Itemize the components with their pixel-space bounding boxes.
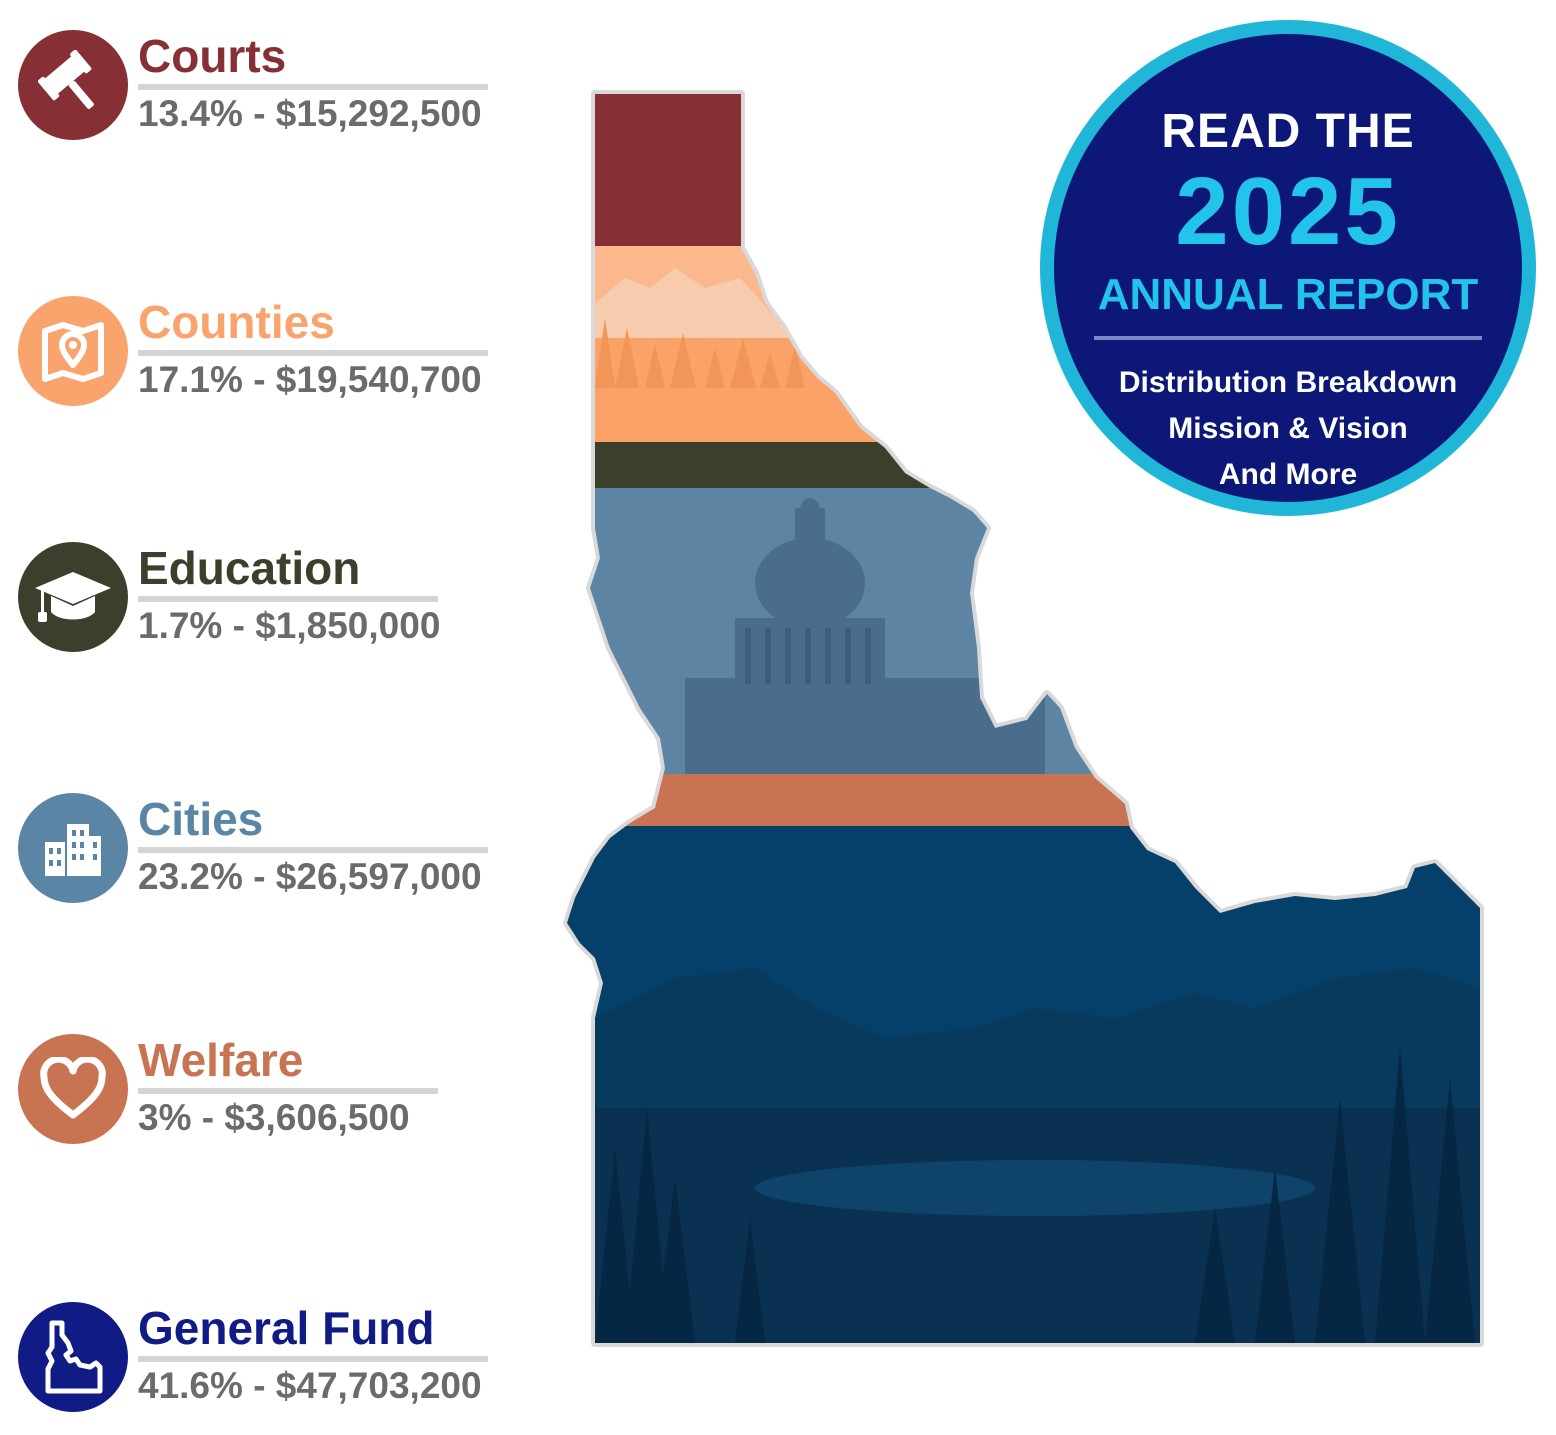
badge-read-the: READ THE (1161, 105, 1415, 158)
education-badge (18, 542, 128, 652)
divider (138, 350, 488, 356)
general-fund-badge (18, 1302, 128, 1412)
category-amount: 23.2% - $26,597,000 (138, 856, 482, 897)
category-title: Cities (138, 793, 264, 845)
welfare-badge (18, 1034, 128, 1144)
divider (138, 1356, 488, 1362)
badge-divider (1094, 336, 1482, 340)
category-title: Welfare (138, 1034, 304, 1086)
category-welfare: Welfare 3% - $3,606,500 (18, 1034, 498, 1154)
category-amount: 13.4% - $15,292,500 (138, 93, 482, 134)
category-counties: Counties 17.1% - $19,540,700 (18, 296, 498, 416)
badge-year: 2025 (1175, 158, 1401, 265)
buildings-icon (45, 824, 101, 876)
idaho-state-icon (45, 1320, 103, 1394)
annual-report-badge[interactable]: READ THE 2025 ANNUAL REPORT Distribution… (1040, 20, 1536, 516)
graduation-cap-icon (35, 572, 111, 622)
category-title: Education (138, 542, 361, 594)
counties-badge (18, 296, 128, 406)
category-general-fund: General Fund 41.6% - $47,703,200 (18, 1302, 498, 1422)
annual-report-badge-inner[interactable]: READ THE 2025 ANNUAL REPORT Distribution… (1054, 34, 1522, 502)
badge-item-mission: Mission & Vision (1168, 412, 1408, 445)
category-amount: 41.6% - $47,703,200 (138, 1365, 482, 1406)
category-education: Education 1.7% - $1,850,000 (18, 542, 498, 662)
heart-icon (40, 1057, 106, 1119)
badge-item-distribution: Distribution Breakdown (1118, 366, 1458, 399)
divider (138, 596, 438, 602)
category-courts: Courts 13.4% - $15,292,500 (18, 30, 498, 150)
category-title: General Fund (138, 1302, 435, 1354)
badge-annual-report: ANNUAL REPORT (1097, 270, 1479, 319)
divider (138, 84, 488, 90)
gavel-icon (38, 50, 94, 109)
category-cities: Cities 23.2% - $26,597,000 (18, 793, 498, 913)
category-title: Counties (138, 296, 335, 348)
cities-badge (18, 793, 128, 903)
divider (138, 1088, 438, 1094)
category-amount: 17.1% - $19,540,700 (138, 359, 482, 400)
category-amount: 3% - $3,606,500 (138, 1097, 410, 1138)
courts-badge (18, 30, 128, 140)
category-title: Courts (138, 30, 287, 82)
welfare-band (567, 774, 1480, 826)
divider (138, 847, 488, 853)
badge-item-more: And More (1218, 458, 1358, 491)
category-amount: 1.7% - $1,850,000 (138, 605, 441, 646)
map-pin-icon (42, 322, 104, 382)
